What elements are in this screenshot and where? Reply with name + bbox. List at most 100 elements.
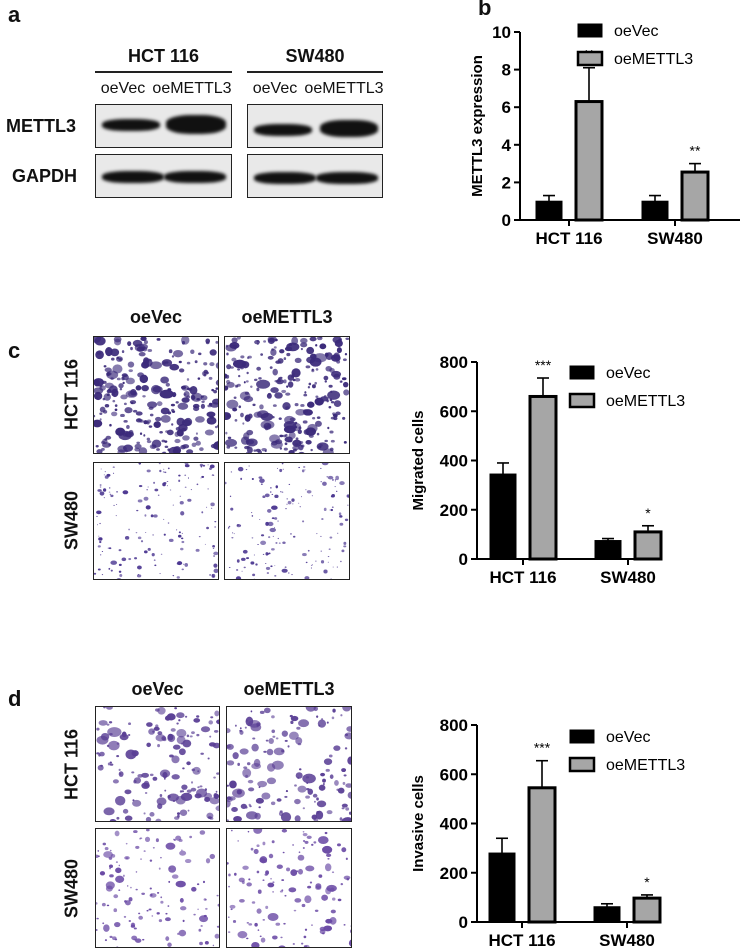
stained-cell — [178, 360, 182, 364]
stained-cell — [329, 509, 331, 511]
stained-cell — [343, 545, 347, 548]
stained-cell — [278, 945, 286, 947]
stained-cell — [156, 337, 161, 341]
stained-cell — [297, 742, 302, 746]
stained-cell — [327, 475, 334, 480]
stained-cell — [343, 774, 347, 777]
stained-cell — [178, 368, 185, 373]
stained-cell — [279, 890, 284, 893]
stained-cell — [118, 357, 123, 361]
stained-cell — [284, 566, 287, 568]
stained-cell — [207, 757, 210, 760]
y-tick-label: 10 — [492, 23, 511, 42]
stained-cell — [303, 429, 310, 435]
stained-cell — [138, 912, 141, 915]
stained-cell — [116, 503, 118, 506]
y-axis-label: Migrated cells — [410, 410, 427, 510]
stained-cell — [181, 397, 190, 403]
stained-cell — [159, 430, 163, 434]
stained-cell — [233, 396, 237, 399]
stained-cell — [240, 477, 243, 481]
y-tick-label: 0 — [502, 211, 511, 230]
stained-cell — [112, 364, 123, 374]
stained-cell — [164, 777, 166, 780]
stained-cell — [265, 739, 269, 742]
stained-cell — [303, 935, 307, 939]
stained-cell — [229, 495, 232, 498]
micrograph-invasion-sw480-oevec — [95, 828, 220, 948]
stained-cell — [257, 889, 262, 894]
stained-cell — [197, 786, 200, 789]
stained-cell — [248, 787, 255, 792]
stained-cell — [256, 379, 271, 389]
stained-cell — [298, 502, 300, 504]
stained-cell — [317, 719, 327, 728]
legend-swatch — [569, 729, 595, 744]
stained-cell — [231, 337, 238, 343]
lane-label: oeMETTL3 — [304, 80, 384, 97]
stained-cell — [267, 882, 275, 888]
stained-cell — [143, 496, 149, 501]
y-tick-label: 2 — [502, 173, 511, 192]
stained-cell — [121, 731, 127, 738]
stained-cell — [103, 497, 105, 499]
stained-cell — [250, 847, 254, 851]
stained-cell — [200, 395, 208, 401]
stained-cell — [214, 710, 219, 717]
stained-cell — [279, 447, 283, 450]
stained-cell — [245, 469, 248, 471]
stained-cell — [259, 404, 264, 410]
stained-cell — [250, 710, 253, 713]
stained-cell — [246, 937, 249, 940]
stained-cell — [239, 748, 249, 755]
stained-cell — [108, 567, 111, 570]
stained-cell — [114, 404, 118, 407]
stained-cell — [341, 817, 351, 821]
stained-cell — [167, 733, 174, 741]
stained-cell — [115, 875, 125, 883]
stained-cell — [174, 707, 178, 710]
stained-cell — [116, 578, 122, 579]
stained-cell — [123, 444, 133, 452]
stained-cell — [143, 550, 148, 554]
stained-cell — [339, 515, 343, 518]
stained-cell — [298, 851, 301, 854]
stained-cell — [337, 787, 345, 794]
stained-cell — [162, 771, 168, 779]
stained-cell — [323, 394, 327, 398]
stained-cell — [229, 780, 237, 789]
stained-cell — [178, 479, 181, 483]
lane-label: oeVec — [252, 80, 298, 97]
stained-cell — [180, 444, 186, 450]
stained-cell — [137, 536, 142, 540]
stained-cell — [159, 389, 174, 399]
stained-cell — [225, 344, 237, 352]
stained-cell — [187, 498, 192, 502]
stained-cell — [212, 575, 215, 578]
stained-cell — [257, 410, 269, 419]
stained-cell — [336, 359, 341, 364]
stained-cell — [258, 806, 261, 809]
stained-cell — [96, 735, 109, 745]
stained-cell — [165, 912, 168, 915]
stained-cell — [330, 887, 335, 892]
stained-cell — [146, 419, 152, 423]
stained-cell — [231, 829, 233, 832]
stained-cell — [234, 419, 238, 422]
stained-cell — [246, 371, 249, 375]
stained-cell — [274, 517, 278, 520]
legend-label: oeMETTL3 — [606, 393, 685, 410]
stained-cell — [149, 444, 157, 450]
stained-cell — [275, 922, 281, 926]
stained-cell — [181, 337, 190, 345]
stained-cell — [268, 853, 274, 859]
chart-invasive-cells: 0 200 400 600 800 Invasive cells HCT 116 *** SW4… — [410, 716, 685, 950]
stained-cell — [339, 522, 344, 526]
stained-cell — [330, 439, 335, 443]
stained-cell — [279, 349, 285, 354]
stained-cell — [201, 475, 205, 478]
stained-cell — [181, 419, 192, 427]
stained-cell — [342, 416, 346, 420]
stained-cell — [279, 468, 283, 473]
band — [254, 172, 316, 184]
